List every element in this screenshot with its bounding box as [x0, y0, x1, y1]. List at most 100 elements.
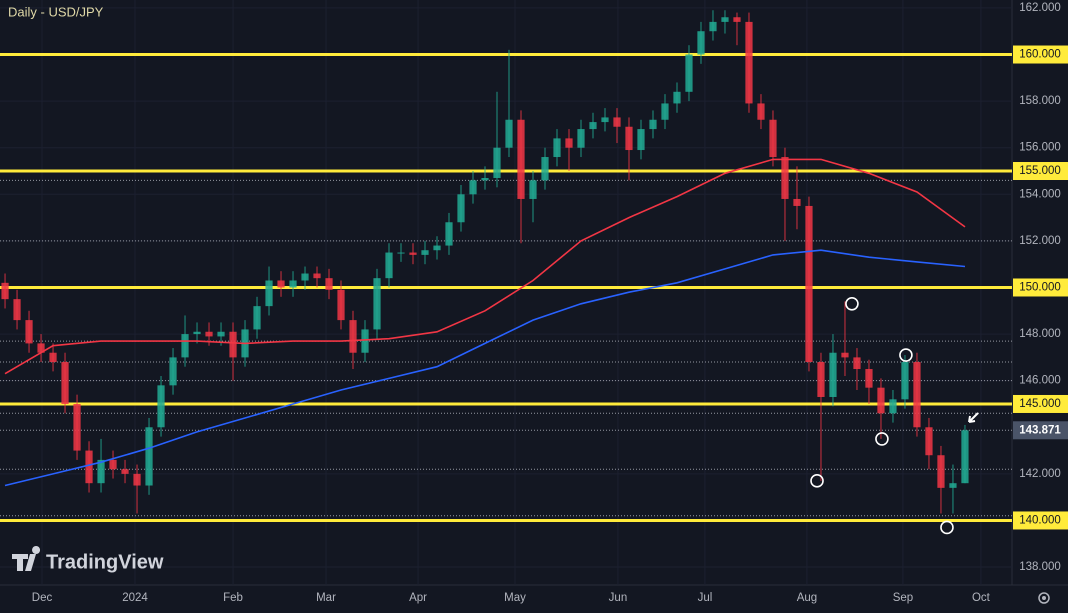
- candle-body: [37, 343, 45, 353]
- candle-body: [841, 352, 849, 358]
- candle-body: [637, 129, 645, 151]
- candle-body: [541, 157, 549, 181]
- x-tick-label: Aug: [797, 592, 817, 604]
- candle-body: [61, 362, 69, 404]
- candle-body: [109, 459, 117, 470]
- level-label-box: [1013, 162, 1068, 181]
- candle-body: [817, 362, 825, 397]
- level-label: 160.000: [1019, 49, 1061, 61]
- candle-body: [157, 385, 165, 428]
- x-tick-label: Sep: [893, 592, 913, 604]
- candle-body: [205, 331, 213, 337]
- level-label-box: [1013, 45, 1068, 64]
- moving-average: [4, 249, 966, 487]
- candle-body: [277, 280, 285, 288]
- candle-body: [853, 357, 861, 370]
- y-tick-label: 158.000: [1019, 95, 1061, 107]
- candle-body: [553, 138, 561, 158]
- y-tick-label: 154.000: [1019, 188, 1061, 200]
- candle-body: [661, 103, 669, 120]
- level-label: 155.000: [1019, 165, 1061, 177]
- candle-body: [373, 278, 381, 330]
- candle-body: [745, 21, 753, 104]
- candle-body: [301, 273, 309, 281]
- candle-body: [445, 222, 453, 246]
- last-price-label: 143.871: [1019, 424, 1061, 436]
- candle-body: [229, 331, 237, 358]
- y-tick-label: 138.000: [1019, 561, 1061, 573]
- candle-body: [937, 455, 945, 488]
- watermark-text: TradingView: [46, 551, 164, 573]
- level-label-box: [1013, 278, 1068, 297]
- candle-body: [217, 331, 225, 337]
- candle-body: [289, 280, 297, 288]
- candle-body: [529, 180, 537, 199]
- candle-body: [925, 427, 933, 456]
- x-tick-label: May: [504, 592, 526, 604]
- candle-body: [421, 250, 429, 255]
- candle-body: [169, 357, 177, 386]
- candle-body: [685, 54, 693, 92]
- axes: 138.000 142.000 146.000 148.000 152.000 154.0…: [32, 2, 1068, 604]
- marker-circle: [875, 432, 889, 446]
- candle-body: [481, 177, 489, 181]
- candle-body: [397, 252, 405, 254]
- candle-body: [889, 399, 897, 414]
- candle-body: [757, 103, 765, 120]
- marker-circle: [845, 296, 859, 311]
- candle-body: [1, 282, 9, 300]
- y-tick-label: 146.000: [1019, 375, 1061, 387]
- candle-body: [493, 147, 501, 178]
- x-tick-label: Jul: [698, 592, 713, 604]
- candle-body: [313, 273, 321, 279]
- candle-body: [253, 306, 261, 330]
- candle-body: [733, 17, 741, 22]
- y-tick-label: 162.000: [1019, 2, 1061, 14]
- candle-body: [865, 369, 873, 388]
- marker-circle: [940, 520, 954, 535]
- chart-title: Daily - USD/JPY: [8, 4, 104, 19]
- candle-body: [97, 459, 105, 484]
- candle-body: [457, 194, 465, 223]
- candle-body: [961, 430, 969, 484]
- candle-body: [361, 329, 369, 353]
- candle-body: [73, 403, 81, 451]
- x-tick-label: Mar: [316, 592, 336, 604]
- candle-body: [673, 91, 681, 104]
- level-label: 145.000: [1019, 398, 1061, 410]
- candle-body: [517, 119, 525, 199]
- settings-icon[interactable]: [1038, 592, 1050, 604]
- watermark-logo: [12, 546, 41, 571]
- candle-body: [145, 427, 153, 486]
- candle-body: [877, 387, 885, 414]
- candle-body: [265, 280, 273, 307]
- candle-body: [49, 352, 57, 363]
- candle-body: [85, 450, 93, 484]
- candle-body: [349, 320, 357, 353]
- level-label-box: [1013, 394, 1068, 413]
- candle-body: [829, 352, 837, 397]
- candle-body: [625, 126, 633, 151]
- candle-body: [781, 157, 789, 199]
- candle-body: [25, 320, 33, 344]
- candle-body: [793, 198, 801, 206]
- candle-body: [121, 469, 129, 474]
- candle-body: [589, 122, 597, 130]
- x-tick-label: Apr: [409, 592, 427, 604]
- x-tick-label: Feb: [223, 592, 243, 604]
- candle-body: [337, 289, 345, 321]
- x-tick-label: Oct: [972, 592, 991, 604]
- candle-body: [193, 331, 201, 335]
- candle-body: [805, 205, 813, 363]
- candle-body: [697, 31, 705, 55]
- candle-body: [613, 117, 621, 127]
- candle-body: [565, 138, 573, 148]
- plot-area: [0, 10, 1012, 535]
- level-label: 140.000: [1019, 514, 1061, 526]
- candle-body: [505, 119, 513, 148]
- candle-body: [433, 245, 441, 251]
- y-tick-label: 148.000: [1019, 328, 1061, 340]
